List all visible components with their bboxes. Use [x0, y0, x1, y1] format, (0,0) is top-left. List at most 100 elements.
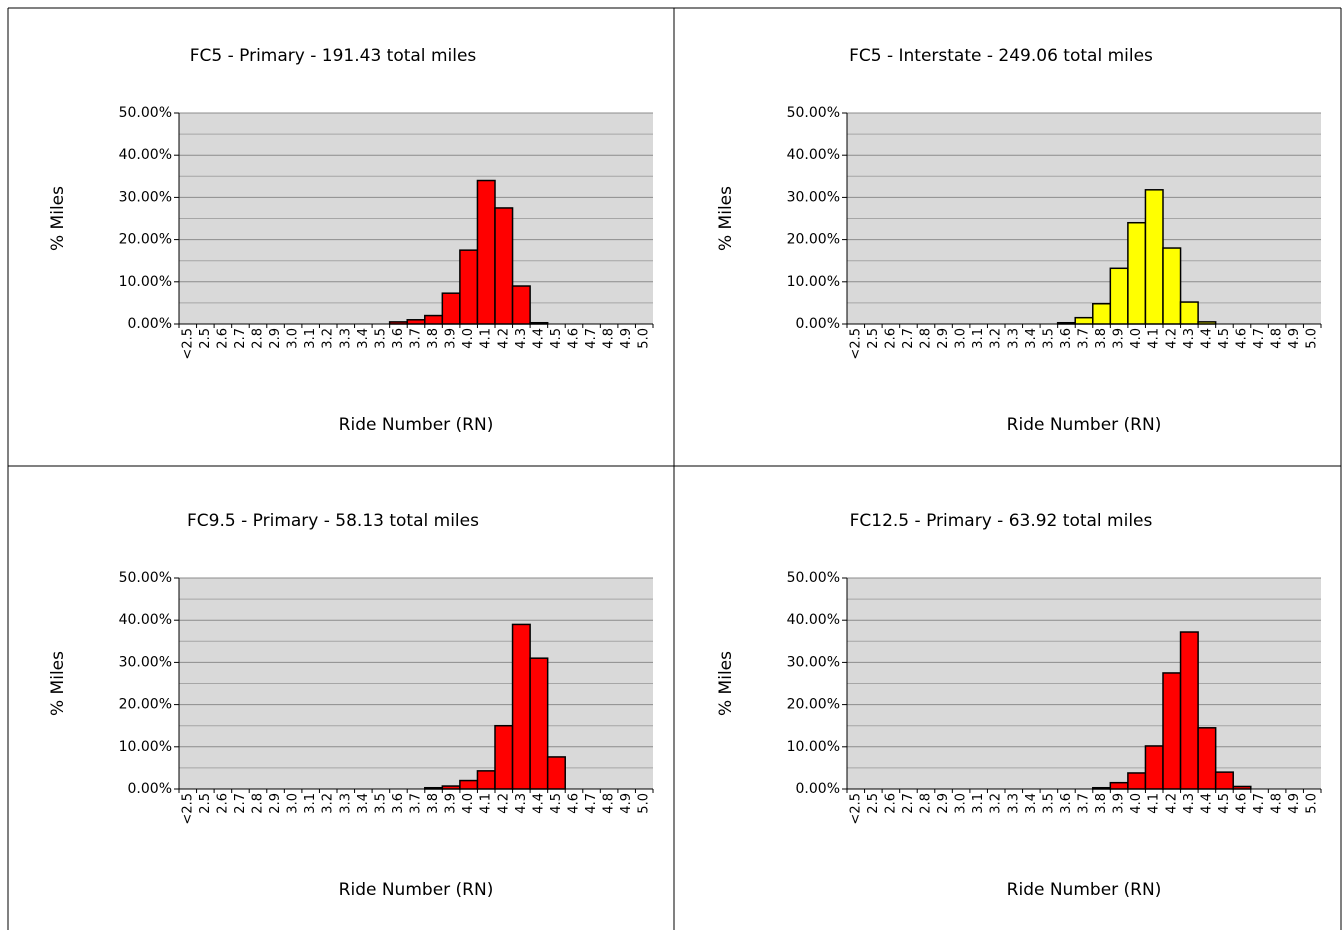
bar [1214, 771, 1234, 790]
y-axis-label: % Miles [48, 186, 68, 251]
chart-panel: FC12.5 - Primary - 63.92 total miles % Mi… [716, 511, 1322, 900]
x-tick-label: 4.0 [1129, 328, 1144, 349]
bar [1109, 267, 1129, 325]
x-tick-label: 4.8 [1270, 328, 1285, 349]
x-tick-label: 2.6 [883, 793, 898, 814]
y-tick-label: 20.00% [787, 232, 840, 248]
y-tick-label: 30.00% [119, 189, 172, 205]
x-tick-label: 3.3 [1006, 793, 1021, 814]
bar [424, 314, 444, 325]
x-tick-label: 3.2 [989, 793, 1004, 814]
x-tick-label: 2.5 [866, 328, 881, 349]
x-tick-label: 5.0 [1305, 328, 1320, 349]
x-tick-label: 3.8 [426, 328, 441, 349]
x-tick-label: 4.6 [1235, 793, 1250, 814]
x-tick-label: 4.6 [567, 328, 582, 349]
x-tick-label: 4.9 [1287, 793, 1302, 814]
x-tick-label: 3.7 [1077, 328, 1092, 349]
y-tick-label: 20.00% [119, 697, 172, 713]
bar [459, 779, 479, 790]
bar [1162, 672, 1182, 790]
bar [511, 285, 531, 325]
y-tick-label: 50.00% [787, 105, 840, 121]
x-tick-label: 2.7 [233, 793, 248, 814]
y-axis-label: % Miles [48, 651, 68, 716]
x-tick-label: 3.6 [391, 793, 406, 814]
y-tick-label: 0.00% [796, 781, 840, 797]
x-tick-label: 3.0 [286, 328, 301, 349]
x-tick-label: 3.8 [426, 793, 441, 814]
bar [406, 319, 426, 325]
y-tick-label: 10.00% [119, 274, 172, 290]
x-tick-label: 4.2 [496, 793, 511, 814]
x-tick-label: 3.5 [373, 793, 388, 814]
bar [476, 770, 496, 790]
y-tick-label: 30.00% [787, 654, 840, 670]
x-tick-label: 3.6 [1059, 328, 1074, 349]
x-tick-label: 3.6 [391, 328, 406, 349]
bar [1092, 302, 1112, 325]
x-tick-label: 5.0 [1305, 793, 1320, 814]
x-tick-label: 2.9 [268, 793, 283, 814]
x-tick-label: 4.5 [549, 793, 564, 814]
x-tick-label: <2.5 [180, 793, 195, 825]
chart-panel: FC5 - Primary - 191.43 total miles % Mile… [48, 46, 654, 435]
x-tick-label: 2.5 [198, 328, 213, 349]
x-tick-label: 4.4 [1199, 793, 1214, 814]
y-tick-label: 0.00% [128, 316, 172, 332]
x-tick-label: 2.6 [215, 328, 230, 349]
x-tick-label: 4.0 [1129, 793, 1144, 814]
bar [1144, 745, 1164, 790]
bar [476, 179, 496, 325]
x-tick-label: 3.1 [971, 328, 986, 349]
x-tick-label: 4.7 [584, 328, 599, 349]
x-tick-label: 5.0 [637, 328, 652, 349]
x-tick-label: 4.5 [1217, 793, 1232, 814]
x-tick-label: 4.4 [531, 793, 546, 814]
bar [1179, 301, 1199, 325]
y-axis-label: % Miles [716, 186, 736, 251]
x-tick-label: 4.1 [1147, 328, 1162, 349]
x-tick-label: 3.2 [989, 328, 1004, 349]
x-tick-label: 3.3 [338, 793, 353, 814]
x-tick-label: 3.2 [321, 328, 336, 349]
bar [1144, 189, 1164, 325]
x-tick-label: 3.4 [356, 328, 371, 349]
x-tick-label: 3.8 [1094, 328, 1109, 349]
x-tick-label: 2.6 [215, 793, 230, 814]
x-tick-label: 3.5 [373, 328, 388, 349]
x-tick-label: 4.2 [1164, 793, 1179, 814]
x-tick-label: 4.0 [461, 793, 476, 814]
x-tick-label: 4.4 [531, 328, 546, 349]
x-tick-label: 4.9 [619, 328, 634, 349]
x-tick-label: 2.7 [901, 793, 916, 814]
x-tick-label: 3.5 [1041, 328, 1056, 349]
x-tick-label: <2.5 [180, 328, 195, 360]
x-tick-label: 3.0 [954, 793, 969, 814]
x-tick-label: 4.0 [461, 328, 476, 349]
x-tick-label: 3.3 [338, 328, 353, 349]
x-tick-label: 4.4 [1199, 328, 1214, 349]
x-tick-label: 4.3 [1182, 793, 1197, 814]
x-tick-label: 2.9 [936, 328, 951, 349]
x-axis-label: Ride Number (RN) [1007, 415, 1162, 435]
x-tick-label: 4.2 [496, 328, 511, 349]
y-tick-label: 50.00% [119, 105, 172, 121]
x-tick-label: 4.8 [602, 793, 617, 814]
bar [511, 623, 531, 790]
x-tick-label: 3.1 [303, 793, 318, 814]
bar [529, 657, 549, 790]
chart-title: FC12.5 - Primary - 63.92 total miles [850, 511, 1153, 531]
x-tick-label: 4.9 [1287, 328, 1302, 349]
x-tick-label: 4.1 [479, 793, 494, 814]
bar [1109, 781, 1129, 790]
y-tick-label: 40.00% [787, 147, 840, 163]
x-tick-label: 3.5 [1041, 793, 1056, 814]
x-tick-label: 4.3 [1182, 328, 1197, 349]
x-tick-label: 4.1 [1147, 793, 1162, 814]
y-tick-label: 40.00% [119, 147, 172, 163]
y-tick-label: 50.00% [787, 570, 840, 586]
x-tick-label: 2.8 [919, 793, 934, 814]
x-tick-label: 2.8 [251, 328, 266, 349]
